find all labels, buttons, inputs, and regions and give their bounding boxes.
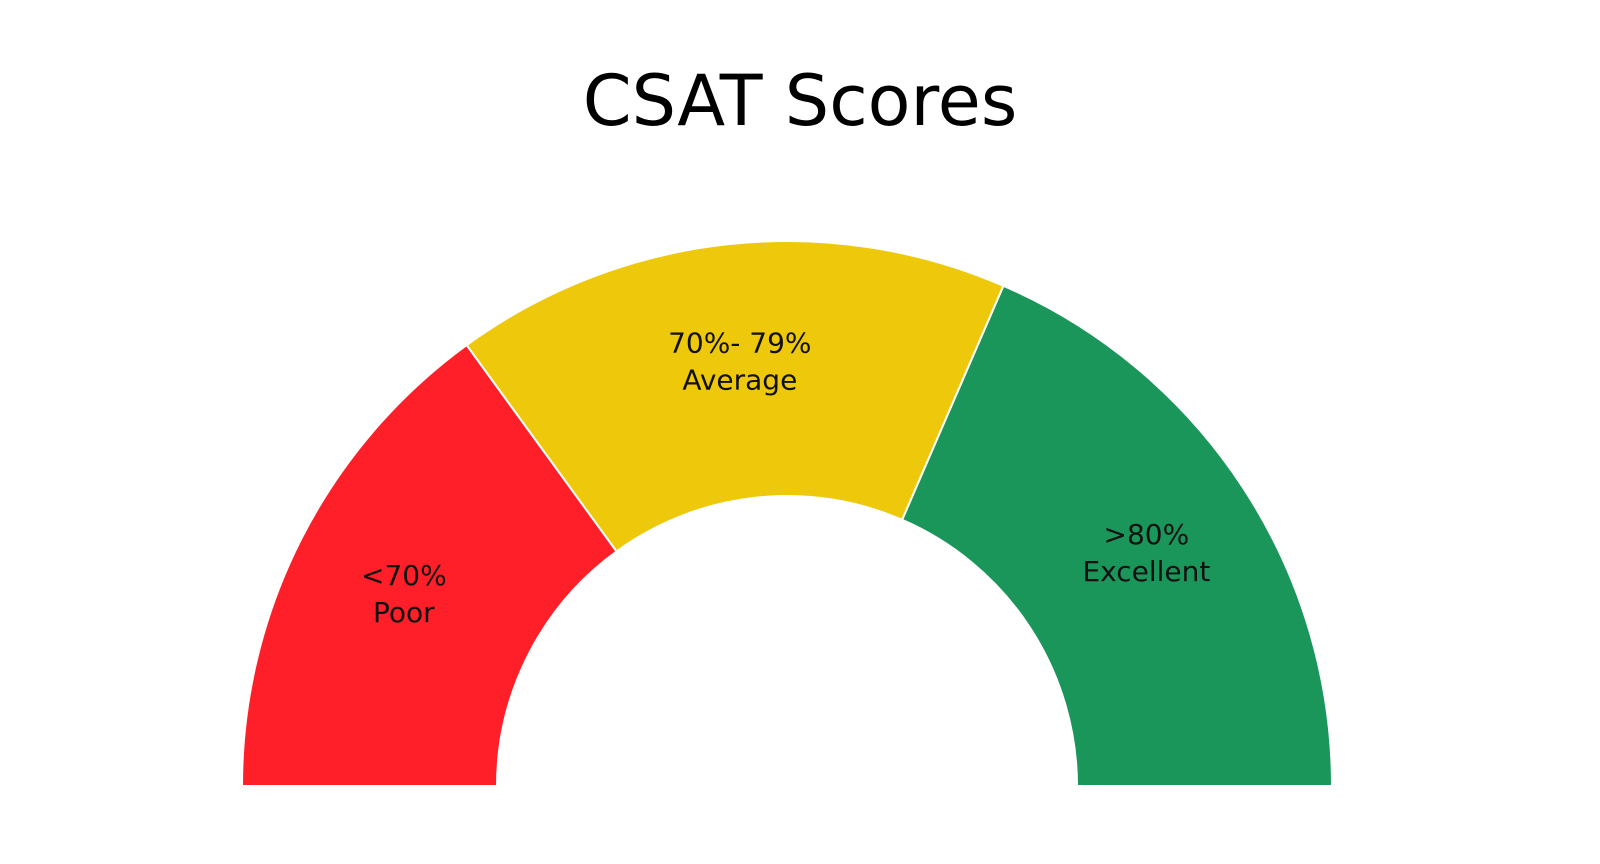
gauge-segment-average xyxy=(465,240,1005,553)
gauge-segment-poor xyxy=(240,343,618,787)
segment-category-label: Average xyxy=(682,364,797,397)
segment-range-label: 70%- 79% xyxy=(668,327,811,360)
segment-category-label: Excellent xyxy=(1082,555,1210,588)
segment-category-label: Poor xyxy=(373,596,435,629)
chart-title: CSAT Scores xyxy=(582,60,1018,142)
segment-range-label: <70% xyxy=(361,559,447,592)
segment-range-label: >80% xyxy=(1104,518,1190,551)
gauge-segment-excellent xyxy=(900,284,1334,787)
